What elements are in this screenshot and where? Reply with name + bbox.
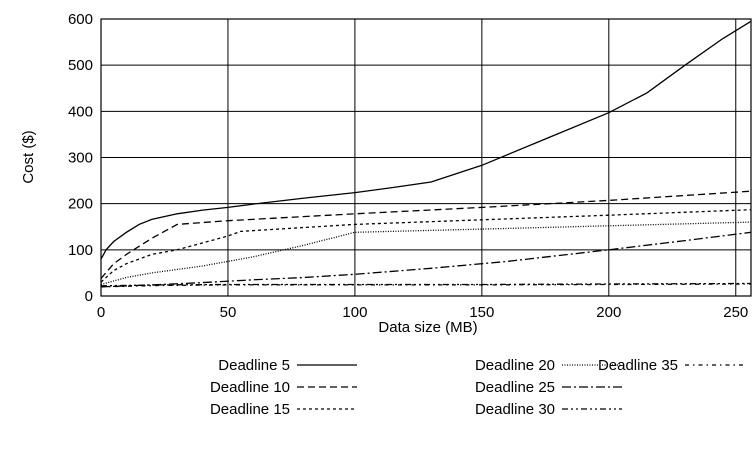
legend-label-5: Deadline 25	[475, 379, 555, 396]
y-tick-label: 100	[68, 242, 93, 259]
plot-frame	[100, 18, 752, 297]
legend-label-4: Deadline 20	[475, 357, 555, 374]
legend-label-6: Deadline 30	[475, 401, 555, 418]
series-line-3	[100, 209, 752, 283]
legend-label-2: Deadline 10	[210, 379, 290, 396]
x-tick-label: 0	[97, 304, 105, 321]
x-tick-label: 50	[220, 304, 237, 321]
tick-labels: 0 100 200 300 400 500 600 0 50 100 150 200 250	[68, 11, 748, 321]
y-tick-label: 200	[68, 196, 93, 213]
y-tick-label: 400	[68, 103, 93, 120]
series-line-5	[100, 231, 752, 288]
legend-label-3: Deadline 15	[210, 401, 290, 418]
legend-label-1: Deadline 5	[218, 357, 290, 374]
y-tick-label: 300	[68, 150, 93, 167]
series-line-2	[100, 190, 752, 279]
x-tick-label: 250	[723, 304, 748, 321]
legend-label-7: Deadline 35	[598, 357, 678, 374]
legend: Deadline 5 Deadline 10 Deadline 15 Deadline…	[210, 357, 745, 418]
y-tick-label: 500	[68, 57, 93, 74]
x-tick-label: 150	[469, 304, 494, 321]
x-tick-label: 200	[596, 304, 621, 321]
series-lines	[100, 20, 752, 288]
y-tick-label: 0	[85, 288, 93, 305]
grid-lines	[100, 18, 751, 297]
series-line-7	[100, 283, 752, 288]
x-tick-label: 100	[342, 304, 367, 321]
y-tick-label: 600	[68, 11, 93, 28]
series-line-1	[100, 20, 752, 260]
x-axis-title: Data size (MB)	[378, 319, 477, 336]
y-axis-title: Cost ($)	[20, 130, 37, 183]
series-line-4	[100, 221, 752, 286]
